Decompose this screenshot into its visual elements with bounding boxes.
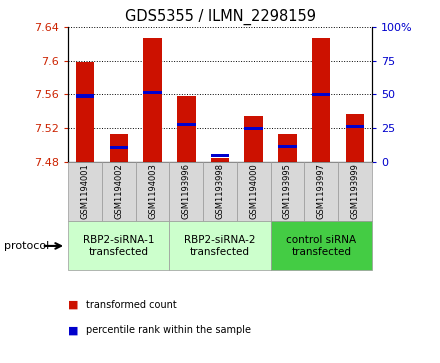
Text: GSM1193995: GSM1193995 [283,164,292,219]
Text: GSM1193996: GSM1193996 [182,163,191,220]
Bar [177,123,195,126]
Bar [110,146,128,149]
Bar [278,134,297,162]
Text: transformed count: transformed count [86,300,176,310]
Bar [211,158,229,162]
Bar [211,154,229,157]
Bar [143,38,162,162]
Bar [143,91,162,94]
Bar [110,134,128,162]
Text: GSM1194002: GSM1194002 [114,164,123,219]
Text: percentile rank within the sample: percentile rank within the sample [86,325,251,335]
Bar [346,114,364,162]
Bar [177,96,195,162]
Bar [76,62,94,162]
Text: RBP2-siRNA-1
transfected: RBP2-siRNA-1 transfected [83,235,154,257]
Bar [76,94,94,98]
Text: ■: ■ [68,300,79,310]
Text: control siRNA
transfected: control siRNA transfected [286,235,356,257]
Text: protocol: protocol [4,241,50,251]
Bar [346,125,364,128]
Bar [278,145,297,148]
Text: GSM1193999: GSM1193999 [350,164,359,219]
Bar [312,93,330,96]
Text: RBP2-siRNA-2
transfected: RBP2-siRNA-2 transfected [184,235,256,257]
Text: GSM1193997: GSM1193997 [317,163,326,220]
Text: ■: ■ [68,325,79,335]
Bar [245,116,263,162]
Text: GDS5355 / ILMN_2298159: GDS5355 / ILMN_2298159 [125,9,315,25]
Text: GSM1194001: GSM1194001 [81,164,90,219]
Text: GSM1193998: GSM1193998 [216,163,224,220]
Text: GSM1194003: GSM1194003 [148,164,157,219]
Text: GSM1194000: GSM1194000 [249,164,258,219]
Bar [312,38,330,162]
Bar [245,127,263,130]
